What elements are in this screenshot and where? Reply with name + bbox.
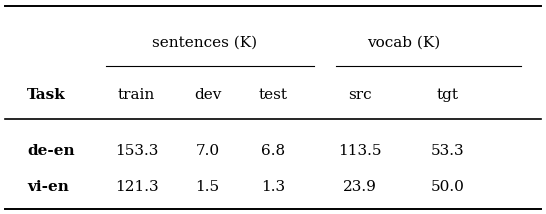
Text: 50.0: 50.0 [431, 180, 465, 194]
Text: 1.5: 1.5 [195, 180, 219, 194]
Text: de-en: de-en [27, 144, 75, 158]
Text: vi-en: vi-en [27, 180, 69, 194]
Text: Task: Task [27, 88, 66, 102]
Text: train: train [118, 88, 155, 102]
Text: 53.3: 53.3 [431, 144, 465, 158]
Text: vocab (K): vocab (K) [367, 36, 441, 50]
Text: 6.8: 6.8 [261, 144, 285, 158]
Text: sentences (K): sentences (K) [152, 36, 257, 50]
Text: tgt: tgt [437, 88, 459, 102]
Text: src: src [348, 88, 372, 102]
Text: 7.0: 7.0 [195, 144, 219, 158]
Text: 1.3: 1.3 [261, 180, 285, 194]
Text: test: test [258, 88, 288, 102]
Text: 121.3: 121.3 [115, 180, 158, 194]
Text: dev: dev [194, 88, 221, 102]
Text: 23.9: 23.9 [343, 180, 377, 194]
Text: 113.5: 113.5 [339, 144, 382, 158]
Text: 153.3: 153.3 [115, 144, 158, 158]
